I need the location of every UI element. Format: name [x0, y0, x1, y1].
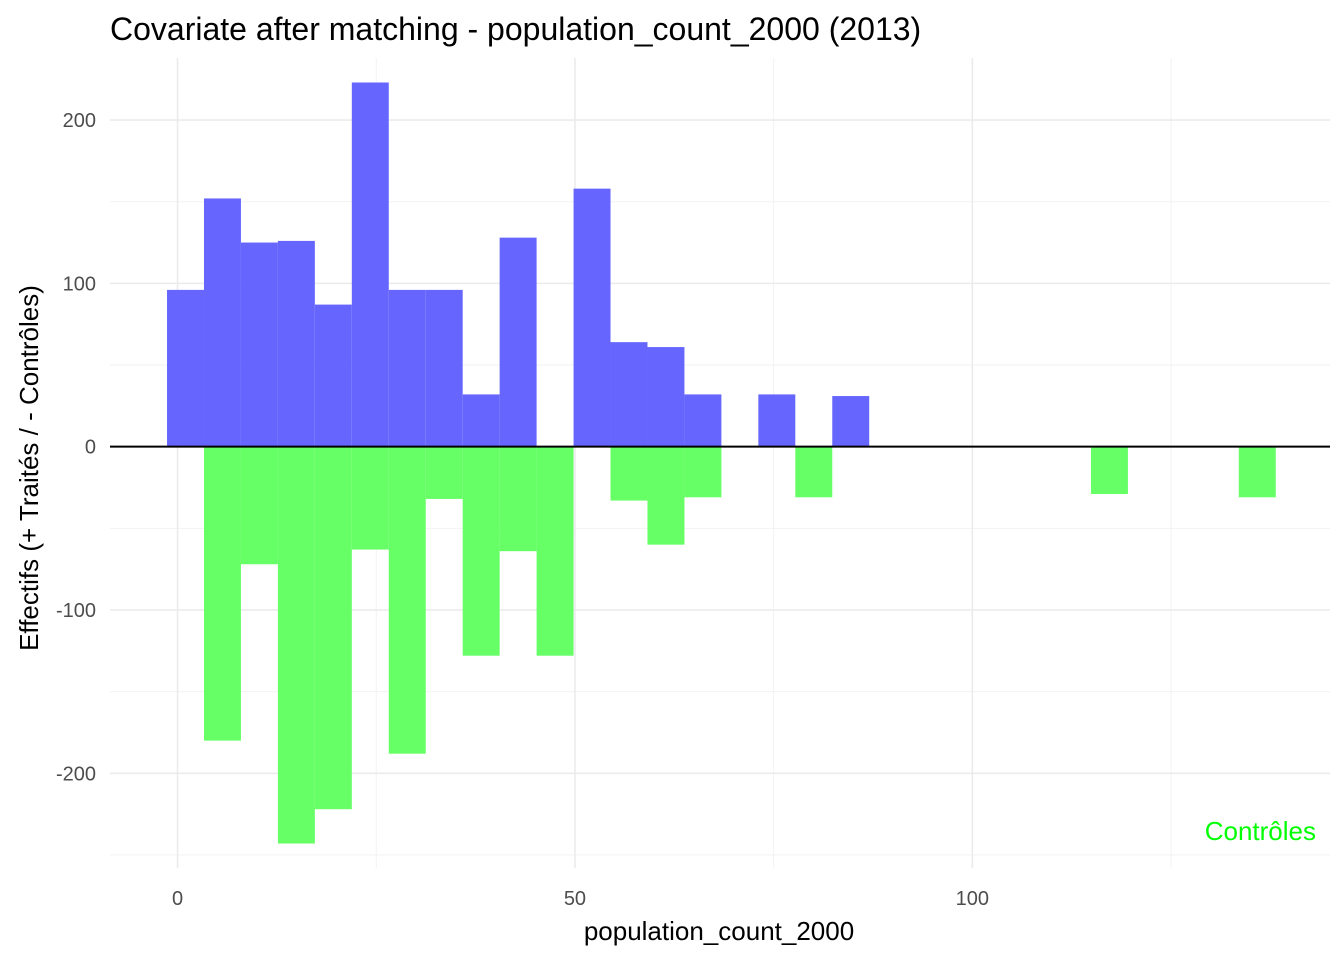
x-tick-label: 100	[956, 888, 989, 910]
treated-bar	[573, 188, 611, 447]
control-bar	[1090, 446, 1128, 495]
treated-bar	[388, 289, 426, 447]
control-bar	[536, 446, 574, 656]
treated-bar	[425, 289, 463, 447]
treated-bar	[351, 82, 389, 447]
control-bar	[388, 446, 426, 754]
control-bar	[425, 446, 463, 499]
histogram-bars	[167, 82, 1276, 844]
control-bar	[684, 446, 722, 498]
chart-title: Covariate after matching - population_co…	[110, 11, 921, 47]
treated-bar	[277, 240, 315, 447]
control-bar	[1238, 446, 1276, 498]
y-tick-label: 0	[85, 437, 96, 459]
control-bar	[240, 446, 278, 565]
treated-bar	[240, 242, 278, 447]
y-tick-label: -200	[56, 763, 96, 785]
treated-bar	[314, 304, 352, 447]
control-bar	[351, 446, 389, 550]
treated-bar	[832, 396, 870, 447]
treated-bar	[610, 342, 648, 447]
x-tick-label: 50	[564, 888, 586, 910]
control-bar	[462, 446, 500, 656]
control-bar	[647, 446, 685, 545]
y-tick-label: 100	[63, 273, 96, 295]
y-axis-tick-labels: -200 -100 0 100 200	[56, 110, 96, 785]
control-bar	[795, 446, 833, 498]
x-tick-label: 0	[172, 888, 183, 910]
control-bar	[499, 446, 537, 552]
control-bar	[314, 446, 352, 810]
treated-bar	[462, 394, 500, 447]
control-bar	[277, 446, 315, 844]
treated-bar	[684, 394, 722, 447]
y-tick-label: -100	[56, 600, 96, 622]
treated-bar	[647, 347, 685, 447]
controls-annotation: Contrôles	[1205, 816, 1316, 846]
control-bar	[610, 446, 648, 501]
treated-bar	[203, 198, 241, 447]
treated-bar	[499, 237, 537, 447]
y-axis-title: Effectifs (+ Traités / - Contrôles)	[14, 285, 44, 651]
treated-bar	[758, 394, 796, 447]
y-tick-label: 200	[63, 110, 96, 132]
x-axis-tick-labels: 0 50 100	[172, 888, 989, 910]
treated-bar	[167, 289, 204, 447]
control-bar	[203, 446, 241, 741]
x-axis-title: population_count_2000	[584, 916, 854, 946]
